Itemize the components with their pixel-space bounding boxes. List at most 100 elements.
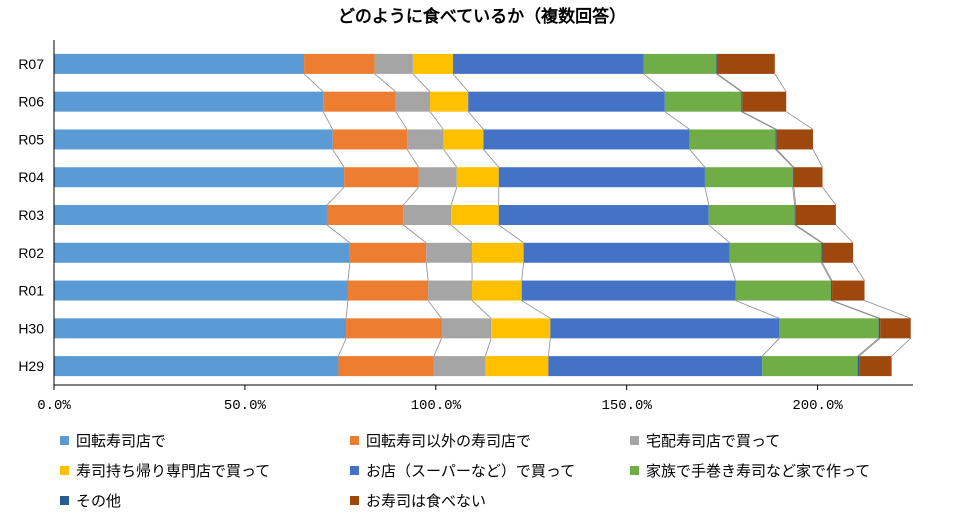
chart-title: どのように食べているか（複数回答） <box>337 7 627 27</box>
bar-R07-series-5 <box>643 53 717 74</box>
series-connector-line <box>761 338 780 357</box>
legend-item: お寿司は食べない <box>350 490 486 511</box>
bar-R03-series-3 <box>451 205 499 225</box>
series-connector-line <box>427 300 442 319</box>
bar-H29-series-6 <box>857 356 860 377</box>
bar-H29-series-3 <box>485 356 549 377</box>
legend-label: お寿司は食べない <box>366 492 487 510</box>
legend-item: その他 <box>60 490 121 511</box>
category-label: R04 <box>18 169 44 185</box>
bar-R03-series-5 <box>708 205 795 225</box>
bar-R01-series-3 <box>472 280 522 301</box>
series-connector-line <box>775 149 794 168</box>
bar-H30-series-2 <box>441 318 492 339</box>
category-label: H30 <box>18 320 44 336</box>
category-label: R02 <box>18 245 44 261</box>
series-connector-line <box>822 186 837 206</box>
series-connector-line <box>483 149 500 168</box>
series-connector-line <box>643 73 666 92</box>
series-connector-line <box>741 111 776 130</box>
legend-swatch <box>630 466 639 475</box>
bar-H30-series-7 <box>880 318 911 339</box>
legend-item: 宅配寿司店で買って <box>630 430 780 451</box>
series-connector-line <box>395 111 408 130</box>
category-label: R05 <box>18 131 44 147</box>
x-tick-label: 0.0% <box>37 398 71 414</box>
series-connector-line <box>742 111 777 130</box>
bar-R07-series-7 <box>717 53 775 74</box>
bar-R02-series-5 <box>729 242 822 263</box>
series-connector-line <box>450 187 458 206</box>
bar-R05-series-1 <box>332 129 408 150</box>
series-connector-line <box>374 73 396 92</box>
bar-R04-series-5 <box>704 167 793 188</box>
x-tick-label: 50.0% <box>224 398 267 414</box>
series-connector-line <box>664 111 690 130</box>
series-connector-line <box>717 73 743 92</box>
bar-H30-series-6 <box>878 318 881 339</box>
series-connector-line <box>831 300 881 319</box>
series-connector-line <box>425 262 429 281</box>
bar-R06-series-7 <box>742 91 787 112</box>
bar-R03-series-0 <box>54 205 327 225</box>
series-connector-line <box>735 300 780 319</box>
bar-R07-series-6 <box>716 53 718 74</box>
series-connector-line <box>345 300 349 319</box>
series-connector-line <box>429 111 444 130</box>
series-connector-line <box>521 300 551 319</box>
bar-R02-series-1 <box>349 242 427 263</box>
bar-R01-series-6 <box>830 280 833 301</box>
bar-R02-series-3 <box>472 242 524 263</box>
bar-R01-series-5 <box>735 280 831 301</box>
bars-group <box>54 53 911 377</box>
bar-R01-series-2 <box>428 280 473 301</box>
legend-label: 回転寿司店で <box>76 432 167 450</box>
category-label: H29 <box>18 358 44 374</box>
bar-R04-series-6 <box>792 167 794 188</box>
series-connector-line <box>830 300 879 319</box>
legend-item: 回転寿司店で <box>60 430 166 451</box>
bar-R06-series-4 <box>468 91 665 112</box>
legend-item: 家族で手巻き寿司など家で作って <box>630 460 870 481</box>
series-connector-line <box>812 149 823 168</box>
bar-R05-series-2 <box>407 129 444 150</box>
bar-R06-series-5 <box>664 91 742 112</box>
series-connector-line <box>548 338 551 357</box>
bar-R05-series-7 <box>776 129 813 150</box>
bar-R05-series-6 <box>775 129 777 150</box>
bar-H30-series-0 <box>54 318 347 339</box>
legend-label: その他 <box>76 492 122 510</box>
x-tick-label: 100.0% <box>411 398 462 414</box>
bar-H29-series-0 <box>54 356 339 377</box>
x-tick-label: 150.0% <box>601 398 652 414</box>
series-connector-line <box>852 262 865 281</box>
bar-R05-series-0 <box>54 129 333 150</box>
bar-R01-series-4 <box>521 280 736 301</box>
series-connector-line <box>835 224 854 244</box>
series-connector-line <box>729 262 736 281</box>
series-connector-line <box>347 262 351 281</box>
bar-R02-series-6 <box>821 242 823 263</box>
bar-R05-series-3 <box>443 129 484 150</box>
legend-swatch <box>350 496 359 505</box>
legend-item: 寿司持ち帰り専門店で買って <box>60 460 270 481</box>
legend-label: 寿司持ち帰り専門店で買って <box>76 462 271 480</box>
series-connector-line <box>864 300 911 319</box>
series-connector-line <box>326 186 345 206</box>
series-connector-line <box>689 149 706 168</box>
bar-R02-series-4 <box>523 242 730 263</box>
series-connector-line <box>822 262 833 281</box>
series-connector-line <box>467 111 484 130</box>
bar-R07-series-4 <box>452 53 644 74</box>
bar-R06-series-2 <box>395 91 431 112</box>
category-label: R03 <box>18 207 44 223</box>
bar-R06-series-0 <box>54 91 324 112</box>
series-connector-line <box>704 187 710 206</box>
bar-H29-series-1 <box>338 356 434 377</box>
series-connector-line <box>338 338 347 357</box>
bar-H30-series-1 <box>346 318 442 339</box>
series-connector-line <box>443 149 458 168</box>
series-connector-line <box>794 224 822 244</box>
bar-R04-series-4 <box>498 167 705 188</box>
series-connector-line <box>708 224 731 244</box>
